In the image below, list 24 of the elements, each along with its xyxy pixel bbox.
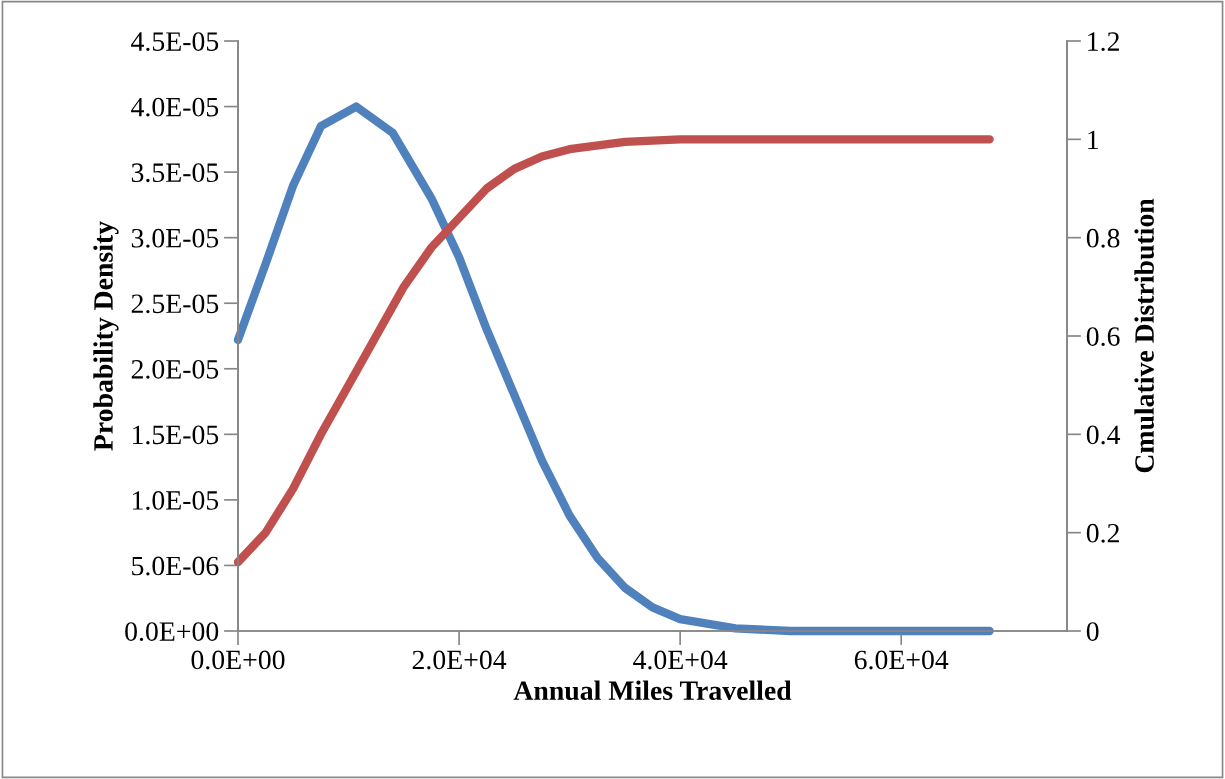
y-tick-label: 2.0E-05 <box>131 359 219 379</box>
y2-tick-label: 0.8 <box>1086 228 1120 248</box>
y-tick-label: 2.5E-05 <box>131 294 219 314</box>
y2-tick-label: 0 <box>1086 622 1099 641</box>
y-tick-label: 5.0E-06 <box>132 556 219 576</box>
y-tick-label: 1.0E-05 <box>132 491 219 510</box>
y2-tick-label: 0.4 <box>1086 425 1121 445</box>
y2-tick-label: 0.6 <box>1086 327 1120 347</box>
x-tick-label: 2.0E+04 <box>412 650 507 670</box>
y-tick-label: 4.5E-05 <box>131 32 219 52</box>
x-tick-label: 6.0E+04 <box>854 650 949 670</box>
y-tick-label: 4.0E-05 <box>131 97 219 117</box>
y2-tick-label: 1.2 <box>1088 32 1119 52</box>
y-tick-label: 3.5E-05 <box>131 163 219 183</box>
y-axis-title: Probability Density <box>93 221 119 451</box>
y2-axis-title: Cmulative Distribution <box>1134 198 1154 473</box>
y2-tick-label: 0.2 <box>1086 523 1119 543</box>
y2-tick-label: 1 <box>1088 130 1098 149</box>
x-tick-label: 0.0E+00 <box>191 650 285 670</box>
x-tick-label: 4.0E+04 <box>633 650 728 670</box>
y-tick-label: 0.0E+00 <box>125 622 219 642</box>
y-tick-label: 1.5E-05 <box>132 425 219 445</box>
y-tick-label: 3.0E-05 <box>131 228 219 248</box>
x-axis-title: Annual Miles Travelled <box>513 680 792 701</box>
